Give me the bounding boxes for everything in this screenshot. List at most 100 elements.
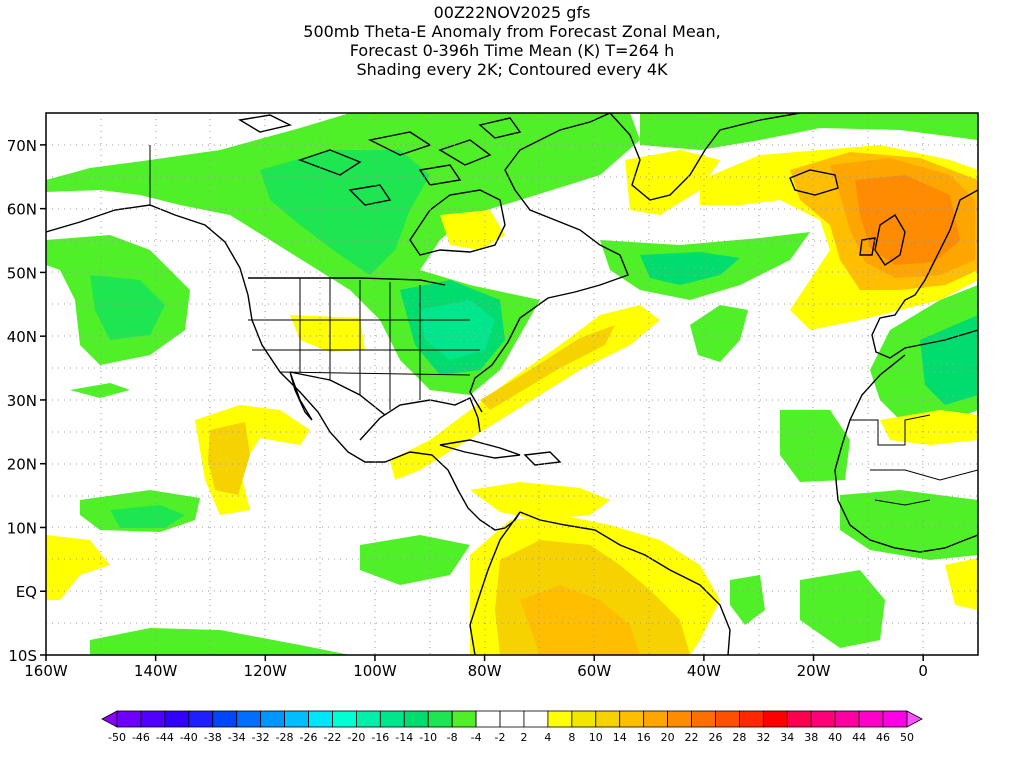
coast-british-isles (859, 214, 906, 266)
colorbar-label: -20 (347, 731, 365, 744)
shade-africa-north-teal (920, 315, 978, 405)
lon-tick-label: 100W (353, 662, 397, 680)
colorbar-cell (906, 710, 923, 728)
shade-canada-teal (260, 150, 430, 275)
lat-tick-label: EQ (16, 583, 37, 601)
colorbar-label: 20 (661, 731, 675, 744)
colorbar-label: -28 (276, 731, 294, 744)
colorbar-cell (739, 710, 764, 728)
title-line-2: 500mb Theta-E Anomaly from Forecast Zona… (303, 22, 721, 41)
colorbar-label: -46 (132, 731, 150, 744)
colorbar-label: 26 (708, 731, 722, 744)
shade-north-atlantic-green (640, 113, 978, 150)
lon-tick-label: 60W (577, 662, 611, 680)
colorbar-cell (547, 710, 573, 728)
lat-tick-label: 50N (7, 264, 37, 282)
title-line-1: 00Z22NOV2025 gfs (433, 3, 591, 22)
shade-hudson-yellow (440, 210, 505, 250)
lon-axis: 160W 140W 120W 100W 80W 60W 40W 20W 0 (24, 655, 928, 680)
lat-tick-label: 10N (7, 519, 37, 537)
colorbar-cell (691, 710, 716, 728)
shade-south-atlantic-green (800, 570, 885, 648)
shade-europe-deep-orange (855, 175, 960, 265)
lon-tick-label: 160W (24, 662, 68, 680)
colorbar-cell (810, 710, 836, 728)
shade-south-america-orange (520, 585, 640, 655)
colorbar-label: 4 (544, 731, 551, 744)
title-line-4: Shading every 2K; Contoured every 4K (356, 60, 668, 79)
shade-south-atlantic-green-2 (730, 575, 765, 625)
colorbar-cell (762, 710, 788, 728)
lat-tick-label: 60N (7, 201, 37, 219)
colorbar-cell (403, 710, 429, 728)
colorbar-cell (212, 710, 238, 728)
coast-hispaniola (523, 451, 562, 466)
lat-tick-label: 20N (7, 456, 37, 474)
colorbar-label: 2 (520, 731, 527, 744)
colorbar-cell (116, 710, 142, 728)
lat-tick-label: 10S (8, 647, 37, 665)
colorbar-cell (260, 710, 285, 728)
coast-south-america (469, 511, 731, 655)
coast-africa (834, 354, 978, 553)
lon-tick-label: 140W (134, 662, 178, 680)
shade-caribbean-yellow (470, 482, 610, 520)
colorbar-label: -26 (300, 731, 318, 744)
colorbar-labels: -50 -46 -44 -40 -38 -34 -32 -28 -26 -22 -20 -16 -14-… (108, 731, 914, 744)
shade-atlantic-diagonal-gold (480, 325, 615, 410)
coast-gulf-mexico (359, 397, 481, 441)
colorbar-label: -4 (471, 731, 482, 744)
colorbar-cell (619, 710, 645, 728)
lon-tick-label: 20W (797, 662, 831, 680)
colorbar-cell (643, 710, 669, 728)
lon-tick-label: 0 (918, 662, 928, 680)
colorbar-cell (786, 710, 812, 728)
colorbar-label: 28 (732, 731, 746, 744)
colorbar-cell (523, 710, 549, 728)
colorbar-label: -50 (108, 731, 126, 744)
colorbar-label: 38 (804, 731, 818, 744)
boundary-us-mexico (289, 371, 386, 416)
colorbar-cell (355, 710, 381, 728)
colorbar-cell (308, 710, 333, 728)
colorbar-label: 14 (613, 731, 627, 744)
colorbar-cell (571, 710, 597, 728)
colorbar-label: -8 (447, 731, 458, 744)
colorbar-cell (140, 710, 166, 728)
lat-tick-label: 70N (7, 137, 37, 155)
colorbar-cell (332, 710, 357, 728)
colorbar-cell (667, 710, 692, 728)
colorbar-cell (284, 710, 309, 728)
colorbar-cell (715, 710, 740, 728)
shade-africa-sahel-green (840, 490, 978, 560)
colorbar-cell (451, 710, 477, 728)
coastlines (46, 113, 978, 655)
coast-europe (871, 189, 978, 359)
shade-us-plains-yellow (290, 315, 365, 352)
lat-axis: 70N 60N 50N 40N 30N 20N 10N EQ 10S (7, 137, 46, 665)
colorbar-cell (379, 710, 405, 728)
colorbar-label: 22 (685, 731, 699, 744)
colorbar-cell (499, 710, 525, 728)
colorbar-label: -14 (395, 731, 413, 744)
shade-pacific-tropical-teal (110, 505, 185, 528)
colorbar-label: 44 (852, 731, 866, 744)
coast-iceland (789, 169, 839, 196)
colorbar-label: 32 (756, 731, 770, 744)
colorbar-cell (475, 710, 501, 728)
colorbar-label: 46 (876, 731, 890, 744)
coast-north-america (46, 113, 629, 531)
shade-pacific-green-small (70, 383, 130, 398)
colorbar-label: 50 (900, 731, 914, 744)
colorbar-label: 16 (637, 731, 651, 744)
shade-greatlakes-core (420, 300, 495, 360)
colorbar-label: -16 (371, 731, 389, 744)
colorbar-label: 34 (780, 731, 794, 744)
colorbar-label: -38 (204, 731, 222, 744)
colorbar-label: 10 (589, 731, 603, 744)
title-block: 00Z22NOV2025 gfs 500mb Theta-E Anomaly f… (0, 3, 1024, 79)
shade-atlantic-green-2 (640, 252, 740, 285)
colorbar-cell (882, 710, 908, 728)
